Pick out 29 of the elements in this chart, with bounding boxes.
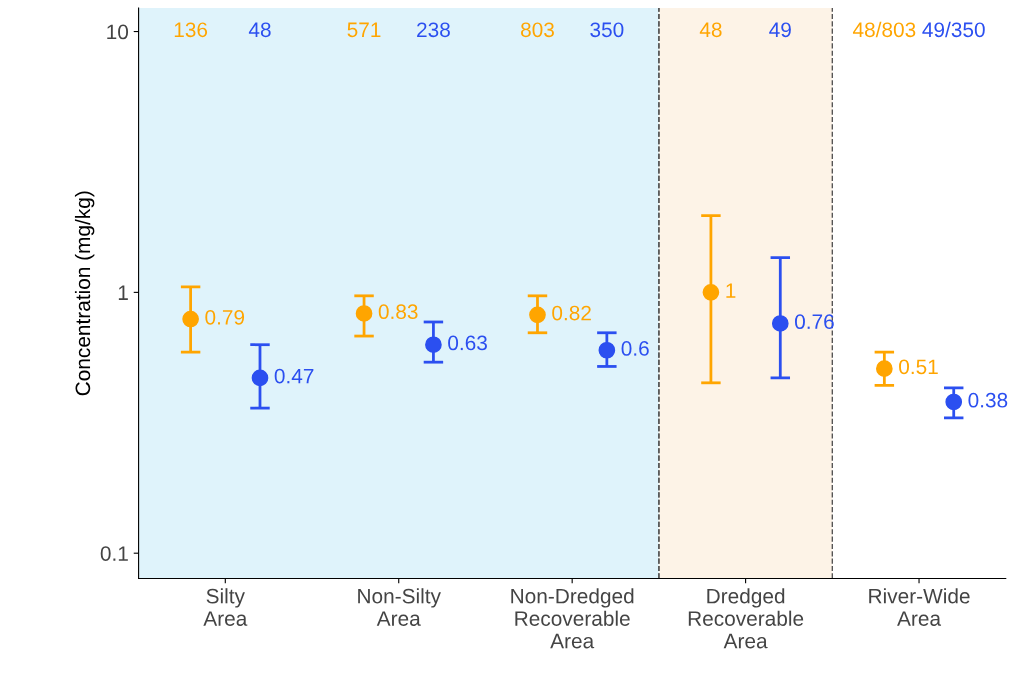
annotation: 136 <box>174 22 208 38</box>
annotation: 350 <box>590 22 624 38</box>
y-axis-title: Concentration (mg/kg) <box>74 191 95 396</box>
x-tick-label: River-Wide Area <box>869 588 970 626</box>
data-label: 0.51 <box>899 359 938 375</box>
x-tick-label: Non-Dredged Recoverable Area <box>511 588 634 649</box>
y-tick-label: 0.1 <box>100 546 128 561</box>
data-label: 0.47 <box>274 368 314 384</box>
x-tick-label: Silty Area <box>203 588 248 626</box>
x-tick-label: Dredged Recoverable Area <box>688 588 804 649</box>
x-tick-label: Non-Silty Area <box>358 588 441 626</box>
annotation: 803 <box>521 22 554 38</box>
data-label: 0.38 <box>968 392 1008 408</box>
annotation: 49 <box>769 22 791 38</box>
data-label: 0.83 <box>378 304 418 320</box>
annotation: 49/350 <box>922 21 985 38</box>
data-label: 0.82 <box>552 305 591 321</box>
annotation: 48 <box>699 22 722 38</box>
y-tick-label: 10 <box>107 24 129 40</box>
data-label: 0.79 <box>205 309 245 325</box>
data-label: 0.63 <box>448 335 487 351</box>
data-label: 0.6 <box>621 341 649 356</box>
annotation: 48 <box>248 22 271 38</box>
data-label: 0.76 <box>794 314 834 330</box>
annotation: 48/803 <box>852 21 916 38</box>
annotation: 571 <box>347 22 381 38</box>
y-tick-label: 1 <box>118 285 128 300</box>
annotation: 238 <box>417 22 450 38</box>
data-label: 1 <box>726 283 736 298</box>
